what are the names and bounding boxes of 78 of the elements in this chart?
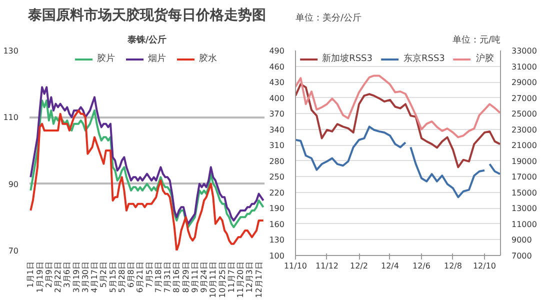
x-tick-label: 9月24日: [200, 261, 209, 293]
y2-tick-label: 15000: [512, 188, 537, 198]
y-tick-label: 460: [269, 62, 285, 72]
y-tick-label: 90: [8, 180, 19, 189]
x-tick-label: 3月6日: [62, 261, 72, 288]
y2-tick-label: 33000: [512, 46, 537, 56]
y-tick-label: 490: [269, 46, 285, 56]
y-axis-title: 单位：美分/公斤: [296, 12, 362, 24]
y-tick-label: 250: [269, 172, 285, 182]
x-tick-label: 8月29日: [181, 261, 190, 293]
x-tick-label: 1月1日: [26, 261, 36, 288]
x-tick-label: 2月22日: [54, 261, 63, 293]
x-tick-label: 12/4: [381, 262, 399, 270]
y-tick-label: 190: [269, 204, 285, 214]
y-tick-label: 110: [3, 113, 19, 122]
legend-label: 烟片: [148, 52, 167, 65]
x-tick-label: 2月9日: [44, 261, 54, 288]
y2-tick-label: 23000: [512, 125, 537, 134]
x-tick-label: 4月17日: [90, 261, 100, 293]
x-tick-label: 5月28日: [117, 261, 126, 293]
x-tick-label: 7月18日: [154, 261, 163, 293]
x-tick-label: 11/10: [284, 262, 308, 270]
y2-tick-label: 13000: [512, 204, 537, 214]
x-tick-label: 11月20日: [236, 262, 246, 298]
x-tick-label: 5月2日: [99, 261, 108, 288]
y2-tick-label: 11000: [512, 220, 537, 229]
x-tick-label: 12月3日: [245, 261, 254, 293]
chart-subtitle: 泰铢/公斤: [126, 34, 167, 46]
x-tick-label: 12/8: [444, 262, 462, 270]
legend-label: 沪胶: [476, 52, 495, 65]
x-tick-label: 3月30日: [80, 261, 90, 293]
y-tick-label: 280: [269, 156, 285, 166]
y-tick-label: 430: [269, 78, 285, 88]
legend-label: 东京RSS3: [404, 52, 445, 65]
chart-title: 泰国原料市场天胶现货每日价格走势图: [27, 6, 266, 24]
y-tick-label: 160: [269, 220, 285, 229]
y2-tick-label: 31000: [512, 62, 537, 72]
x-tick-label: 11/12: [315, 262, 339, 270]
y-tick-label: 370: [269, 110, 285, 119]
y2-tick-label: 27000: [512, 94, 537, 103]
y-tick-label: 70: [8, 246, 19, 256]
x-tick-label: 10月11日: [208, 262, 218, 298]
x-tick-label: 10月25日: [218, 262, 227, 298]
y-tick-label: 100: [269, 252, 285, 260]
x-tick-label: 12/6: [412, 262, 430, 270]
y2-axis-title: 单位：元/吨: [452, 34, 501, 46]
x-tick-label: 12月17日: [254, 262, 264, 298]
line-series: [30, 110, 264, 250]
y2-tick-label: 19000: [512, 156, 537, 166]
x-tick-label: 8月16日: [172, 261, 182, 293]
x-tick-label: 7月31日: [163, 261, 172, 293]
x-tick-label: 6月21日: [136, 261, 145, 293]
y-tick-label: 130: [269, 236, 285, 245]
y2-tick-label: 21000: [512, 141, 537, 150]
y-tick-label: 220: [269, 188, 285, 198]
x-tick-label: 7月5日: [144, 261, 154, 288]
x-tick-label: 1月19日: [35, 261, 44, 293]
y-tick-label: 400: [269, 94, 285, 103]
y2-tick-label: 9000: [512, 236, 532, 245]
x-tick-label: 9月11日: [190, 261, 200, 293]
legend-label: 胶片: [97, 52, 116, 65]
y-tick-label: 130: [3, 46, 19, 56]
x-tick-label: 12/2: [350, 262, 368, 270]
legend-label: 胶水: [199, 52, 218, 65]
line-series: [296, 74, 500, 138]
line-series: [296, 83, 500, 168]
y2-tick-label: 25000: [512, 110, 537, 119]
x-tick-label: 6月8日: [126, 261, 136, 288]
y-tick-label: 310: [269, 141, 285, 150]
x-tick-label: 3月19日: [72, 261, 81, 293]
legend-label: 新加坡RSS3: [322, 52, 372, 65]
x-tick-label: 12/10: [472, 262, 496, 270]
x-tick-label: 5月15日: [108, 261, 118, 293]
y-tick-label: 340: [269, 125, 285, 134]
x-tick-label: 11月7日: [226, 261, 236, 293]
y2-tick-label: 7000: [512, 252, 532, 260]
y2-tick-label: 17000: [512, 172, 537, 182]
y2-tick-label: 29000: [512, 78, 537, 88]
